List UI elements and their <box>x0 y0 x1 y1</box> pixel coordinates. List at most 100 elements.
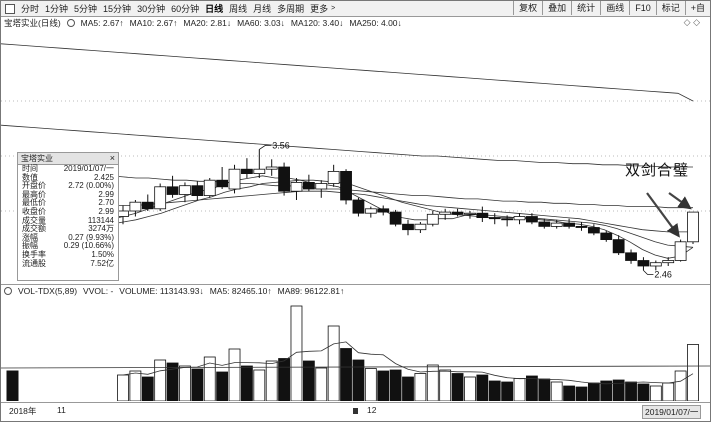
candle-body <box>587 227 600 234</box>
date-year: 2018年 <box>9 406 37 416</box>
ma60-value: MA60: 3.03↓ <box>237 18 285 28</box>
tab-weekly[interactable]: 周线 <box>229 4 248 14</box>
volume-bar <box>265 360 278 401</box>
volume-bar <box>439 369 452 401</box>
candle-body <box>563 222 575 227</box>
volume-settings-icon[interactable] <box>4 287 12 295</box>
more-chevron-icon[interactable]: > <box>331 5 336 12</box>
ma-line-ma120 <box>1 124 693 168</box>
info-panel-header[interactable]: 宝塔实业 × <box>18 153 118 165</box>
volume-bar <box>538 378 551 401</box>
ma-line-ma10 <box>110 179 694 248</box>
volume-bar <box>464 376 476 401</box>
volume-bar <box>501 381 514 401</box>
volume-bar <box>290 305 303 401</box>
tab-more[interactable]: 更多 <box>310 4 329 14</box>
info-row: 开盘价 2.72 (0.00%) <box>18 182 118 191</box>
candle-body <box>426 213 439 225</box>
info-label: 时间 <box>22 164 38 173</box>
candle-body <box>290 181 303 192</box>
statistics-button[interactable]: 统计 <box>571 1 600 15</box>
vol-ma5-line <box>122 341 694 385</box>
volume-bar <box>191 368 204 401</box>
volume-bar <box>327 325 340 401</box>
adjust-button[interactable]: 复权 <box>513 1 542 15</box>
candle-body <box>302 181 315 190</box>
low-marker-line <box>643 270 654 275</box>
custom-button[interactable]: +自 <box>684 1 710 15</box>
volume-bar <box>600 380 613 401</box>
tab-15min[interactable]: 15分钟 <box>103 4 132 14</box>
low-price-label: 2.46 <box>654 269 672 279</box>
volume-bar <box>129 370 142 401</box>
info-row: 最高价 2.99 <box>18 189 118 200</box>
candle-body <box>265 166 278 170</box>
ma120-value: MA120: 3.40↓ <box>290 18 344 28</box>
candle-body <box>649 262 662 267</box>
layout-icon[interactable] <box>5 3 15 14</box>
overlay-button[interactable]: 叠加 <box>542 1 571 15</box>
volume-bar <box>625 381 637 401</box>
candle-body <box>315 183 328 190</box>
volume-bar <box>488 380 501 401</box>
candle-body <box>625 252 637 261</box>
candle-body <box>674 241 687 261</box>
diamond-icon[interactable]: ◇ ◇ <box>683 17 700 27</box>
candle-body <box>179 185 191 195</box>
draw-line-button[interactable]: 画线 <box>600 1 629 15</box>
info-value: 2.99 <box>98 206 114 216</box>
tab-intraday[interactable]: 分时 <box>21 4 40 14</box>
info-label: 涨幅 <box>22 232 38 242</box>
info-label: 数值 <box>22 172 38 182</box>
volume-bar <box>117 374 129 401</box>
info-panel-title: 宝塔实业 <box>21 154 53 163</box>
candle-body <box>687 211 699 243</box>
info-value: 0.29 (10.66%) <box>63 241 114 251</box>
candle-body <box>154 186 167 210</box>
volume-bar <box>550 381 563 401</box>
tab-60min[interactable]: 60分钟 <box>171 4 200 14</box>
tab-monthly[interactable]: 月线 <box>253 4 272 14</box>
volume-bar <box>662 382 675 401</box>
volume-bar <box>587 382 600 401</box>
candle-body <box>451 211 464 215</box>
candle-body <box>117 210 129 217</box>
info-value: 2019/01/07/一 <box>63 164 114 173</box>
close-icon[interactable]: × <box>109 153 115 163</box>
tab-daily[interactable]: 日线 <box>205 4 224 14</box>
tab-30min[interactable]: 30分钟 <box>137 4 166 14</box>
candle-body <box>241 168 253 174</box>
f10-button[interactable]: F10 <box>629 1 656 15</box>
scroll-handle[interactable] <box>353 408 358 414</box>
info-row: 振幅 0.29 (10.66%) <box>18 242 118 251</box>
tab-5min[interactable]: 5分钟 <box>74 4 98 14</box>
volume-bar <box>575 386 588 401</box>
volume-bar <box>253 369 266 401</box>
candle-body <box>364 208 377 214</box>
volume-bar <box>241 365 253 401</box>
volume-bar <box>278 358 290 401</box>
info-value: 2.425 <box>93 172 114 182</box>
vol-ma5-value: MA5: 82465.10↑ <box>209 286 272 296</box>
tab-multi-period[interactable]: 多周期 <box>277 4 305 14</box>
volume-bar <box>203 356 216 401</box>
volume-bar <box>302 360 315 401</box>
mark-button[interactable]: 标记 <box>655 1 685 15</box>
candlestick-chart[interactable]: 3.56 2.46 <box>1 29 710 283</box>
candle-body <box>203 179 216 196</box>
tab-1min[interactable]: 1分钟 <box>45 4 69 14</box>
volume-bar <box>612 379 625 401</box>
volume-bar <box>352 359 365 401</box>
volume-bar <box>179 365 191 401</box>
date-month-11: 11 <box>57 405 66 415</box>
indicator-settings-icon[interactable] <box>66 19 75 27</box>
info-value: 2.70 <box>98 198 114 208</box>
ma-line-ma20 <box>110 190 693 233</box>
candle-body <box>612 239 625 254</box>
vol-ma89-value: MA89: 96122.81↑ <box>277 286 345 296</box>
info-label: 最高价 <box>22 189 46 199</box>
info-row: 成交额 3274万 <box>18 225 118 234</box>
volume-chart[interactable] <box>1 297 710 401</box>
ma5-value: MA5: 2.67↑ <box>80 18 124 28</box>
candle-body <box>166 186 179 195</box>
